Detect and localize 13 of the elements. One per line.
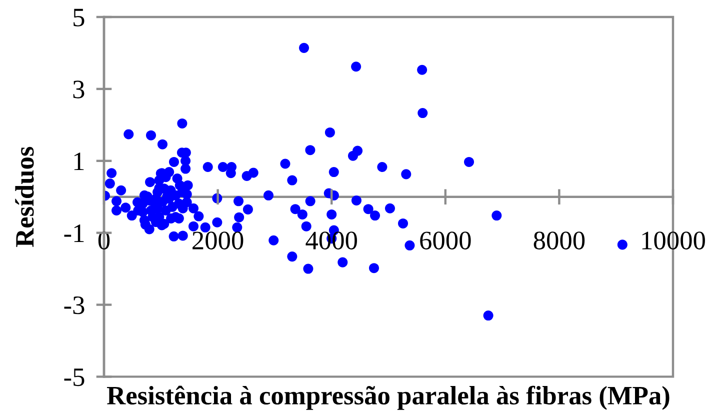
y-tick-label: -5	[64, 368, 84, 386]
y-tick-label: -1	[64, 224, 84, 242]
x-tick-label: 6000	[420, 232, 471, 250]
x-tick-label: 8000	[534, 232, 585, 250]
x-tick-label: 2000	[192, 232, 244, 250]
x-axis-title: Resistência à compressão paralela às fibras (MPa)	[107, 386, 670, 410]
y-axis-title: Resíduos	[15, 146, 34, 247]
y-tick-label: 5	[74, 8, 84, 26]
y-tick-label: 1	[74, 152, 84, 170]
x-tick-label: 10000	[642, 232, 705, 250]
x-tick-label: 4000	[306, 232, 357, 250]
y-tick-label: -3	[64, 296, 84, 314]
y-tick-label: 3	[73, 80, 84, 98]
